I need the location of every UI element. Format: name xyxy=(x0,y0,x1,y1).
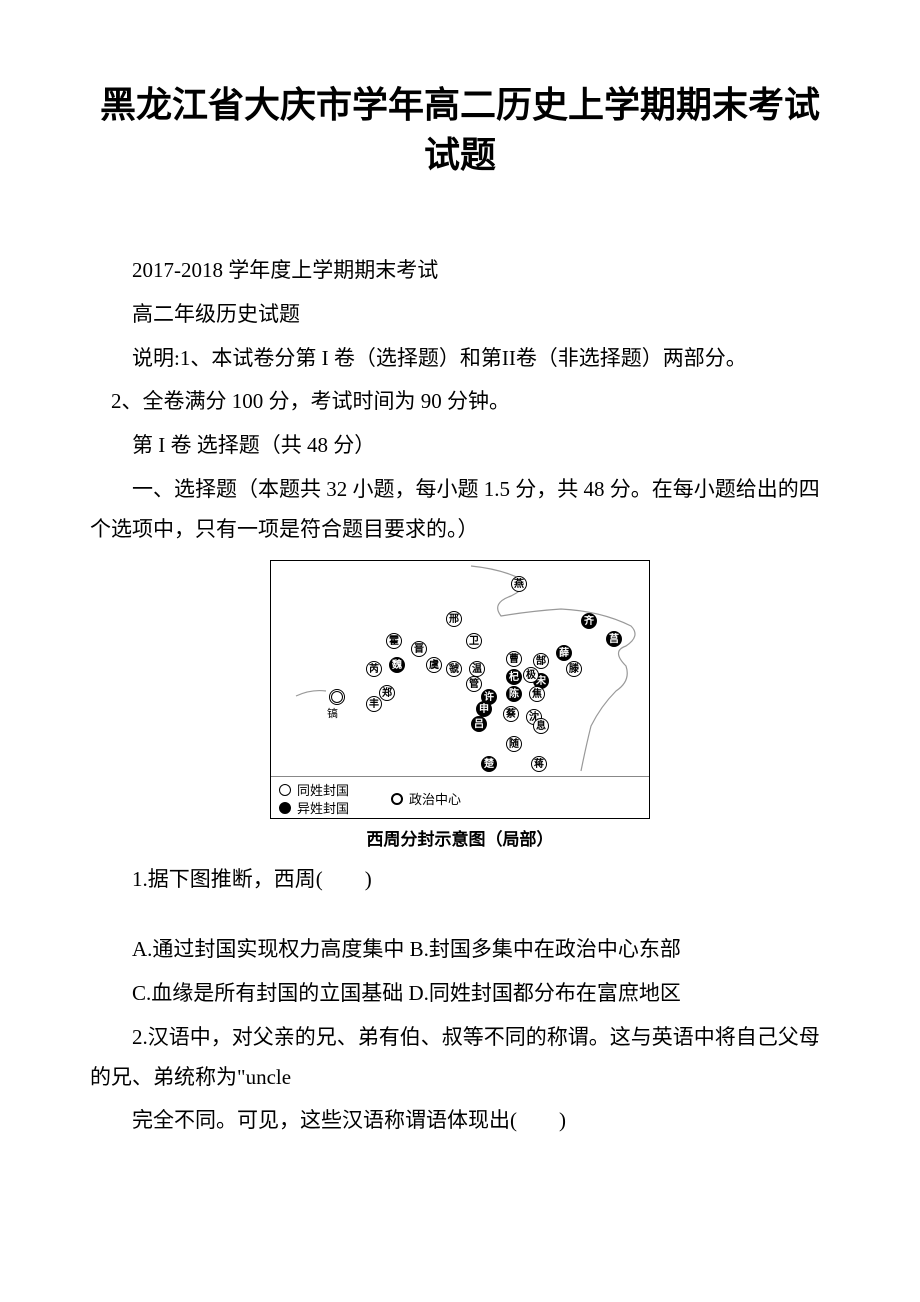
state-marker: 陈 xyxy=(506,686,522,702)
state-marker: 魏 xyxy=(389,657,405,673)
section-instruction: 一、选择题（本题共 32 小题，每小题 1.5 分，共 48 分。在每小题给出的… xyxy=(90,470,830,550)
state-marker: 滕 xyxy=(566,661,582,677)
state-marker: 虢 xyxy=(446,661,462,677)
capital-label: 镐 xyxy=(327,705,338,721)
instruction-1: 说明:1、本试卷分第 I 卷（选择题）和第II卷（非选择题）两部分。 xyxy=(90,339,830,379)
question-1-options-cd: C.血缘是所有封国的立国基础 D.同姓封国都分布在富庶地区 xyxy=(90,974,830,1014)
academic-year: 2017-2018 学年度上学期期末考试 xyxy=(90,251,830,291)
coastline-path xyxy=(471,566,635,771)
legend-diff-surname-icon xyxy=(279,802,291,814)
state-marker: 曹 xyxy=(506,651,522,667)
state-marker: 息 xyxy=(533,718,549,734)
map-legend: 同姓封国 异姓封国 政治中心 xyxy=(271,776,649,818)
state-marker: 燕 xyxy=(511,576,527,592)
state-marker: 郜 xyxy=(533,653,549,669)
state-marker: 丰 xyxy=(366,696,382,712)
map-figure: 燕齐莒邢卫薛曹郜滕霍晋魏虞虢温芮管杞宋郑丰许陈焦极申吕蔡沈息随楚蒋镐 同姓封国 … xyxy=(270,560,650,819)
question-2-line1: 2.汉语中，对父亲的兄、弟有伯、叔等不同的称谓。这与英语中将自己父母的兄、弟统称… xyxy=(90,1018,830,1098)
state-marker: 郑 xyxy=(379,685,395,701)
state-marker: 蔡 xyxy=(503,706,519,722)
river-segment xyxy=(296,691,326,696)
state-marker: 虞 xyxy=(426,657,442,673)
state-marker: 极 xyxy=(523,667,539,683)
state-marker: 申 xyxy=(476,701,492,717)
subject-line: 高二年级历史试题 xyxy=(90,295,830,335)
legend-same-surname-icon xyxy=(279,784,291,796)
legend-capital-icon xyxy=(391,793,403,805)
state-marker: 楚 xyxy=(481,756,497,772)
legend-diff-surname-label: 异姓封国 xyxy=(297,798,349,817)
document-title: 黑龙江省大庆市学年高二历史上学期期末考试试题 xyxy=(90,80,830,181)
state-marker: 管 xyxy=(466,676,482,692)
state-marker: 随 xyxy=(506,736,522,752)
state-marker: 卫 xyxy=(466,633,482,649)
map-area: 燕齐莒邢卫薛曹郜滕霍晋魏虞虢温芮管杞宋郑丰许陈焦极申吕蔡沈息随楚蒋镐 xyxy=(271,561,649,776)
legend-capital-label: 政治中心 xyxy=(409,789,461,808)
state-marker: 邢 xyxy=(446,611,462,627)
question-2-line2: 完全不同。可见，这些汉语称谓语体现出( ) xyxy=(90,1101,830,1141)
capital-marker xyxy=(329,689,345,705)
state-marker: 齐 xyxy=(581,613,597,629)
state-marker: 薛 xyxy=(556,645,572,661)
legend-same-surname-label: 同姓封国 xyxy=(297,780,349,799)
state-marker: 蒋 xyxy=(531,756,547,772)
question-1-options-ab: A.通过封国实现权力高度集中 B.封国多集中在政治中心东部 xyxy=(90,930,830,970)
state-marker: 吕 xyxy=(471,716,487,732)
section-heading: 第 I 卷 选择题（共 48 分） xyxy=(90,426,830,466)
state-marker: 莒 xyxy=(606,631,622,647)
figure-caption: 西周分封示意图（局部） xyxy=(90,825,830,850)
state-marker: 温 xyxy=(469,661,485,677)
figure-container: www.bdocx.com 燕齐莒邢卫薛曹郜滕霍晋魏虞虢温芮管杞宋郑丰许陈焦极申… xyxy=(90,560,830,850)
state-marker: 晋 xyxy=(411,641,427,657)
state-marker: 芮 xyxy=(366,661,382,677)
instruction-2: 2、全卷满分 100 分，考试时间为 90 分钟。 xyxy=(90,382,830,422)
state-marker: 焦 xyxy=(529,686,545,702)
question-1-intro: 1.据下图推断，西周( ) xyxy=(90,860,830,900)
state-marker: 霍 xyxy=(386,633,402,649)
state-marker: 杞 xyxy=(506,669,522,685)
